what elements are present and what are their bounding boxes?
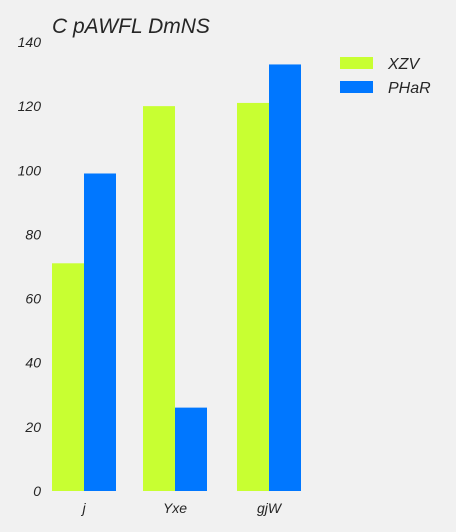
bar-PHaR-gjW [269, 64, 301, 491]
bar-PHaR-j [84, 173, 116, 491]
legend-swatch-XZV [340, 57, 373, 69]
y-tick-label: 80 [25, 226, 41, 242]
bar-XZV-Yxe [143, 106, 175, 492]
bar-XZV-gjW [237, 102, 269, 491]
bar-XZV-j [52, 263, 84, 491]
x-tick-label: gjW [257, 500, 283, 516]
legend-label-PHaR: PHaR [388, 80, 431, 97]
x-tick-label: Yxe [163, 500, 187, 516]
y-tick-label: 0 [33, 483, 41, 499]
x-tick-label: j [80, 500, 86, 516]
legend: XZV PHaR [340, 56, 431, 97]
y-tick-label: 20 [24, 419, 41, 435]
bar-PHaR-Yxe [175, 407, 207, 491]
y-tick-label: 120 [18, 98, 42, 114]
y-tick-label: 40 [25, 355, 41, 371]
chart-title: C pAWFL DmNS [52, 15, 210, 38]
legend-label-XZV: XZV [387, 56, 420, 73]
y-tick-label: 100 [18, 162, 42, 178]
y-tick-label: 140 [18, 34, 42, 50]
legend-swatch-PHaR [340, 81, 373, 93]
y-tick-label: 60 [25, 291, 41, 307]
x-axis-ticks: j Yxe gjW [80, 500, 282, 516]
bars-group [52, 64, 301, 492]
y-axis-ticks: 0 20 40 60 80 100 120 140 [18, 34, 42, 499]
